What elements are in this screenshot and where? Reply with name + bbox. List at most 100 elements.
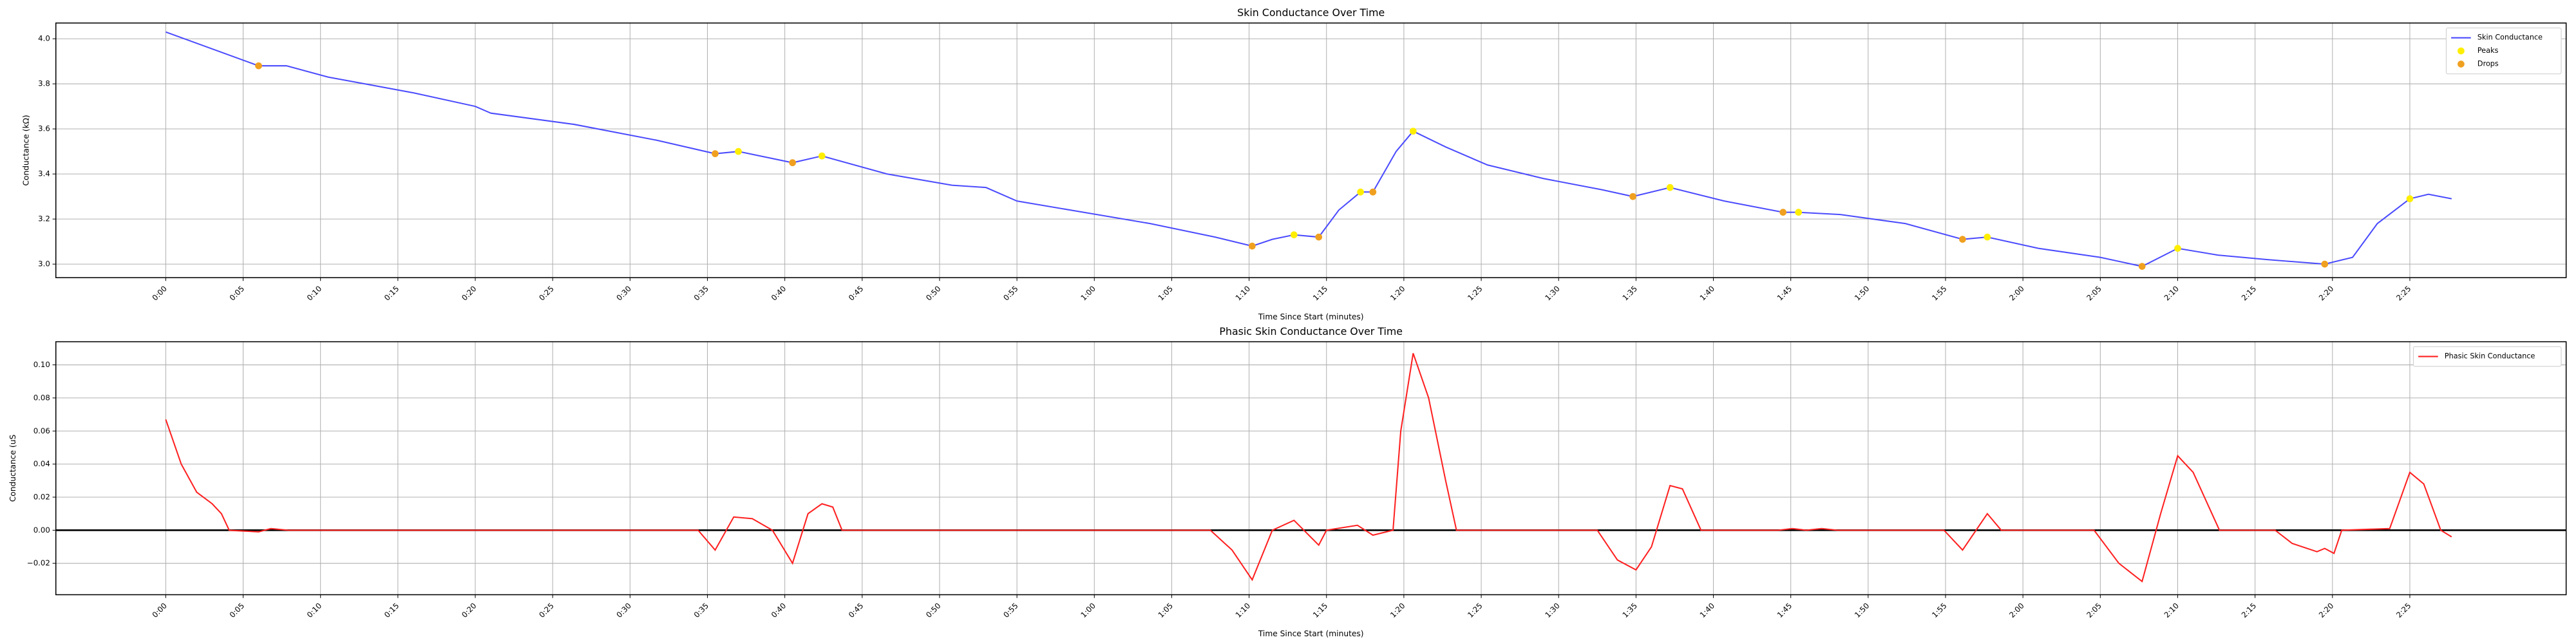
x-tick-label: 2:00 [2007, 284, 2026, 303]
legend-label: Skin Conductance [2477, 33, 2543, 42]
legend-label: Phasic Skin Conductance [2445, 352, 2535, 361]
data-point [2174, 245, 2181, 252]
x-tick-label: 0:30 [614, 601, 633, 620]
y-tick-label: 3.8 [38, 79, 50, 88]
x-tick-label: 0:35 [692, 284, 711, 303]
data-point [1795, 209, 1803, 216]
x-tick-label: 2:15 [2240, 601, 2259, 620]
x-tick-label: 1:55 [1930, 601, 1949, 620]
x-tick-label: 1:30 [1543, 601, 1562, 620]
y-axis-label: Conductance (uS [8, 435, 17, 502]
data-point [735, 147, 742, 155]
x-tick-label: 0:15 [383, 284, 401, 303]
x-tick-label: 1:45 [1776, 284, 1794, 303]
x-tick-label: 1:50 [1853, 601, 1871, 620]
x-tick-label: 2:10 [2163, 601, 2181, 620]
x-tick-label: 1:10 [1234, 284, 1253, 303]
y-tick-label: 3.6 [38, 124, 50, 133]
data-point [1290, 231, 1298, 238]
x-tick-label: 2:00 [2007, 601, 2026, 620]
y-tick-label: 0.10 [33, 360, 50, 369]
legend-label: Peaks [2477, 46, 2499, 55]
data-point [2138, 263, 2146, 270]
legend-box [2445, 27, 2562, 75]
x-tick-label: 0:30 [614, 284, 633, 303]
x-tick-label: 0:45 [847, 284, 866, 303]
x-tick-label: 0:10 [305, 284, 324, 303]
x-tick-label: 0:35 [692, 601, 711, 620]
y-tick-label: 0.00 [33, 526, 50, 535]
x-tick-label: 1:40 [1698, 601, 1717, 620]
y-tick-label: 3.2 [38, 214, 50, 223]
data-point [1357, 188, 1364, 196]
y-tick-label: 0.08 [33, 393, 50, 402]
x-tick-label: 0:55 [1001, 601, 1020, 620]
y-axis-label: Conductance (kΩ) [21, 115, 30, 185]
x-tick-label: 2:05 [2085, 284, 2103, 303]
data-point [789, 159, 797, 167]
x-tick-label: 1:00 [1079, 601, 1097, 620]
x-tick-label: 1:30 [1543, 284, 1562, 303]
legend-marker [2458, 47, 2465, 55]
x-tick-label: 0:15 [383, 601, 401, 620]
x-tick-label: 2:15 [2240, 284, 2259, 303]
legend-marker [2458, 61, 2465, 68]
x-tick-label: 0:50 [924, 284, 943, 303]
x-tick-label: 0:25 [537, 601, 556, 620]
x-tick-label: 0:50 [924, 601, 943, 620]
y-tick-label: 3.4 [38, 169, 50, 178]
y-tick-label: 0.02 [33, 492, 50, 501]
x-tick-label: 1:15 [1311, 284, 1330, 303]
data-line [166, 31, 2452, 267]
data-point [2321, 260, 2329, 268]
data-point [1315, 233, 1323, 241]
x-tick-label: 0:05 [228, 284, 247, 303]
x-tick-label: 0:25 [537, 284, 556, 303]
x-tick-label: 0:40 [770, 601, 788, 620]
y-tick-label: 0.06 [33, 426, 50, 435]
x-tick-label: 2:20 [2317, 284, 2336, 303]
x-tick-label: 0:20 [460, 601, 478, 620]
x-axis-label: Time Since Start (minutes) [1258, 629, 1364, 638]
x-tick-label: 0:05 [228, 601, 247, 620]
data-point [712, 150, 719, 158]
axes-frame [55, 341, 2567, 596]
x-tick-label: 1:50 [1853, 284, 1871, 303]
x-tick-label: 1:20 [1388, 284, 1407, 303]
x-tick-label: 1:20 [1388, 601, 1407, 620]
x-tick-label: 1:35 [1620, 284, 1639, 303]
x-tick-label: 2:05 [2085, 601, 2103, 620]
x-tick-label: 1:05 [1157, 284, 1175, 303]
data-line [165, 353, 2452, 583]
x-tick-label: 0:20 [460, 284, 478, 303]
x-tick-label: 2:25 [2394, 284, 2413, 303]
x-tick-label: 2:25 [2394, 601, 2413, 620]
data-point [1629, 193, 1636, 200]
y-tick-label: 3.0 [38, 260, 50, 269]
x-tick-label: 0:10 [305, 601, 324, 620]
x-tick-label: 0:00 [150, 601, 169, 620]
x-tick-label: 1:25 [1466, 284, 1484, 303]
data-point [1779, 209, 1787, 216]
x-tick-label: 1:40 [1698, 284, 1717, 303]
x-tick-label: 0:45 [847, 601, 866, 620]
x-tick-label: 1:05 [1157, 601, 1175, 620]
x-tick-label: 1:45 [1776, 601, 1794, 620]
data-point [818, 152, 826, 160]
x-tick-label: 1:35 [1620, 601, 1639, 620]
data-point [1959, 236, 1966, 243]
x-tick-label: 1:55 [1930, 284, 1949, 303]
data-point [2406, 195, 2414, 203]
x-tick-label: 2:10 [2163, 284, 2181, 303]
x-tick-label: 0:00 [150, 284, 169, 303]
x-tick-label: 1:10 [1234, 601, 1253, 620]
x-tick-label: 1:25 [1466, 601, 1484, 620]
x-axis-label: Time Since Start (minutes) [1258, 312, 1364, 321]
y-tick-label: −0.02 [27, 558, 50, 567]
data-point [1984, 233, 1991, 241]
chart-title: Phasic Skin Conductance Over Time [1219, 325, 1403, 337]
data-point [1369, 188, 1377, 196]
x-tick-label: 1:15 [1311, 601, 1330, 620]
